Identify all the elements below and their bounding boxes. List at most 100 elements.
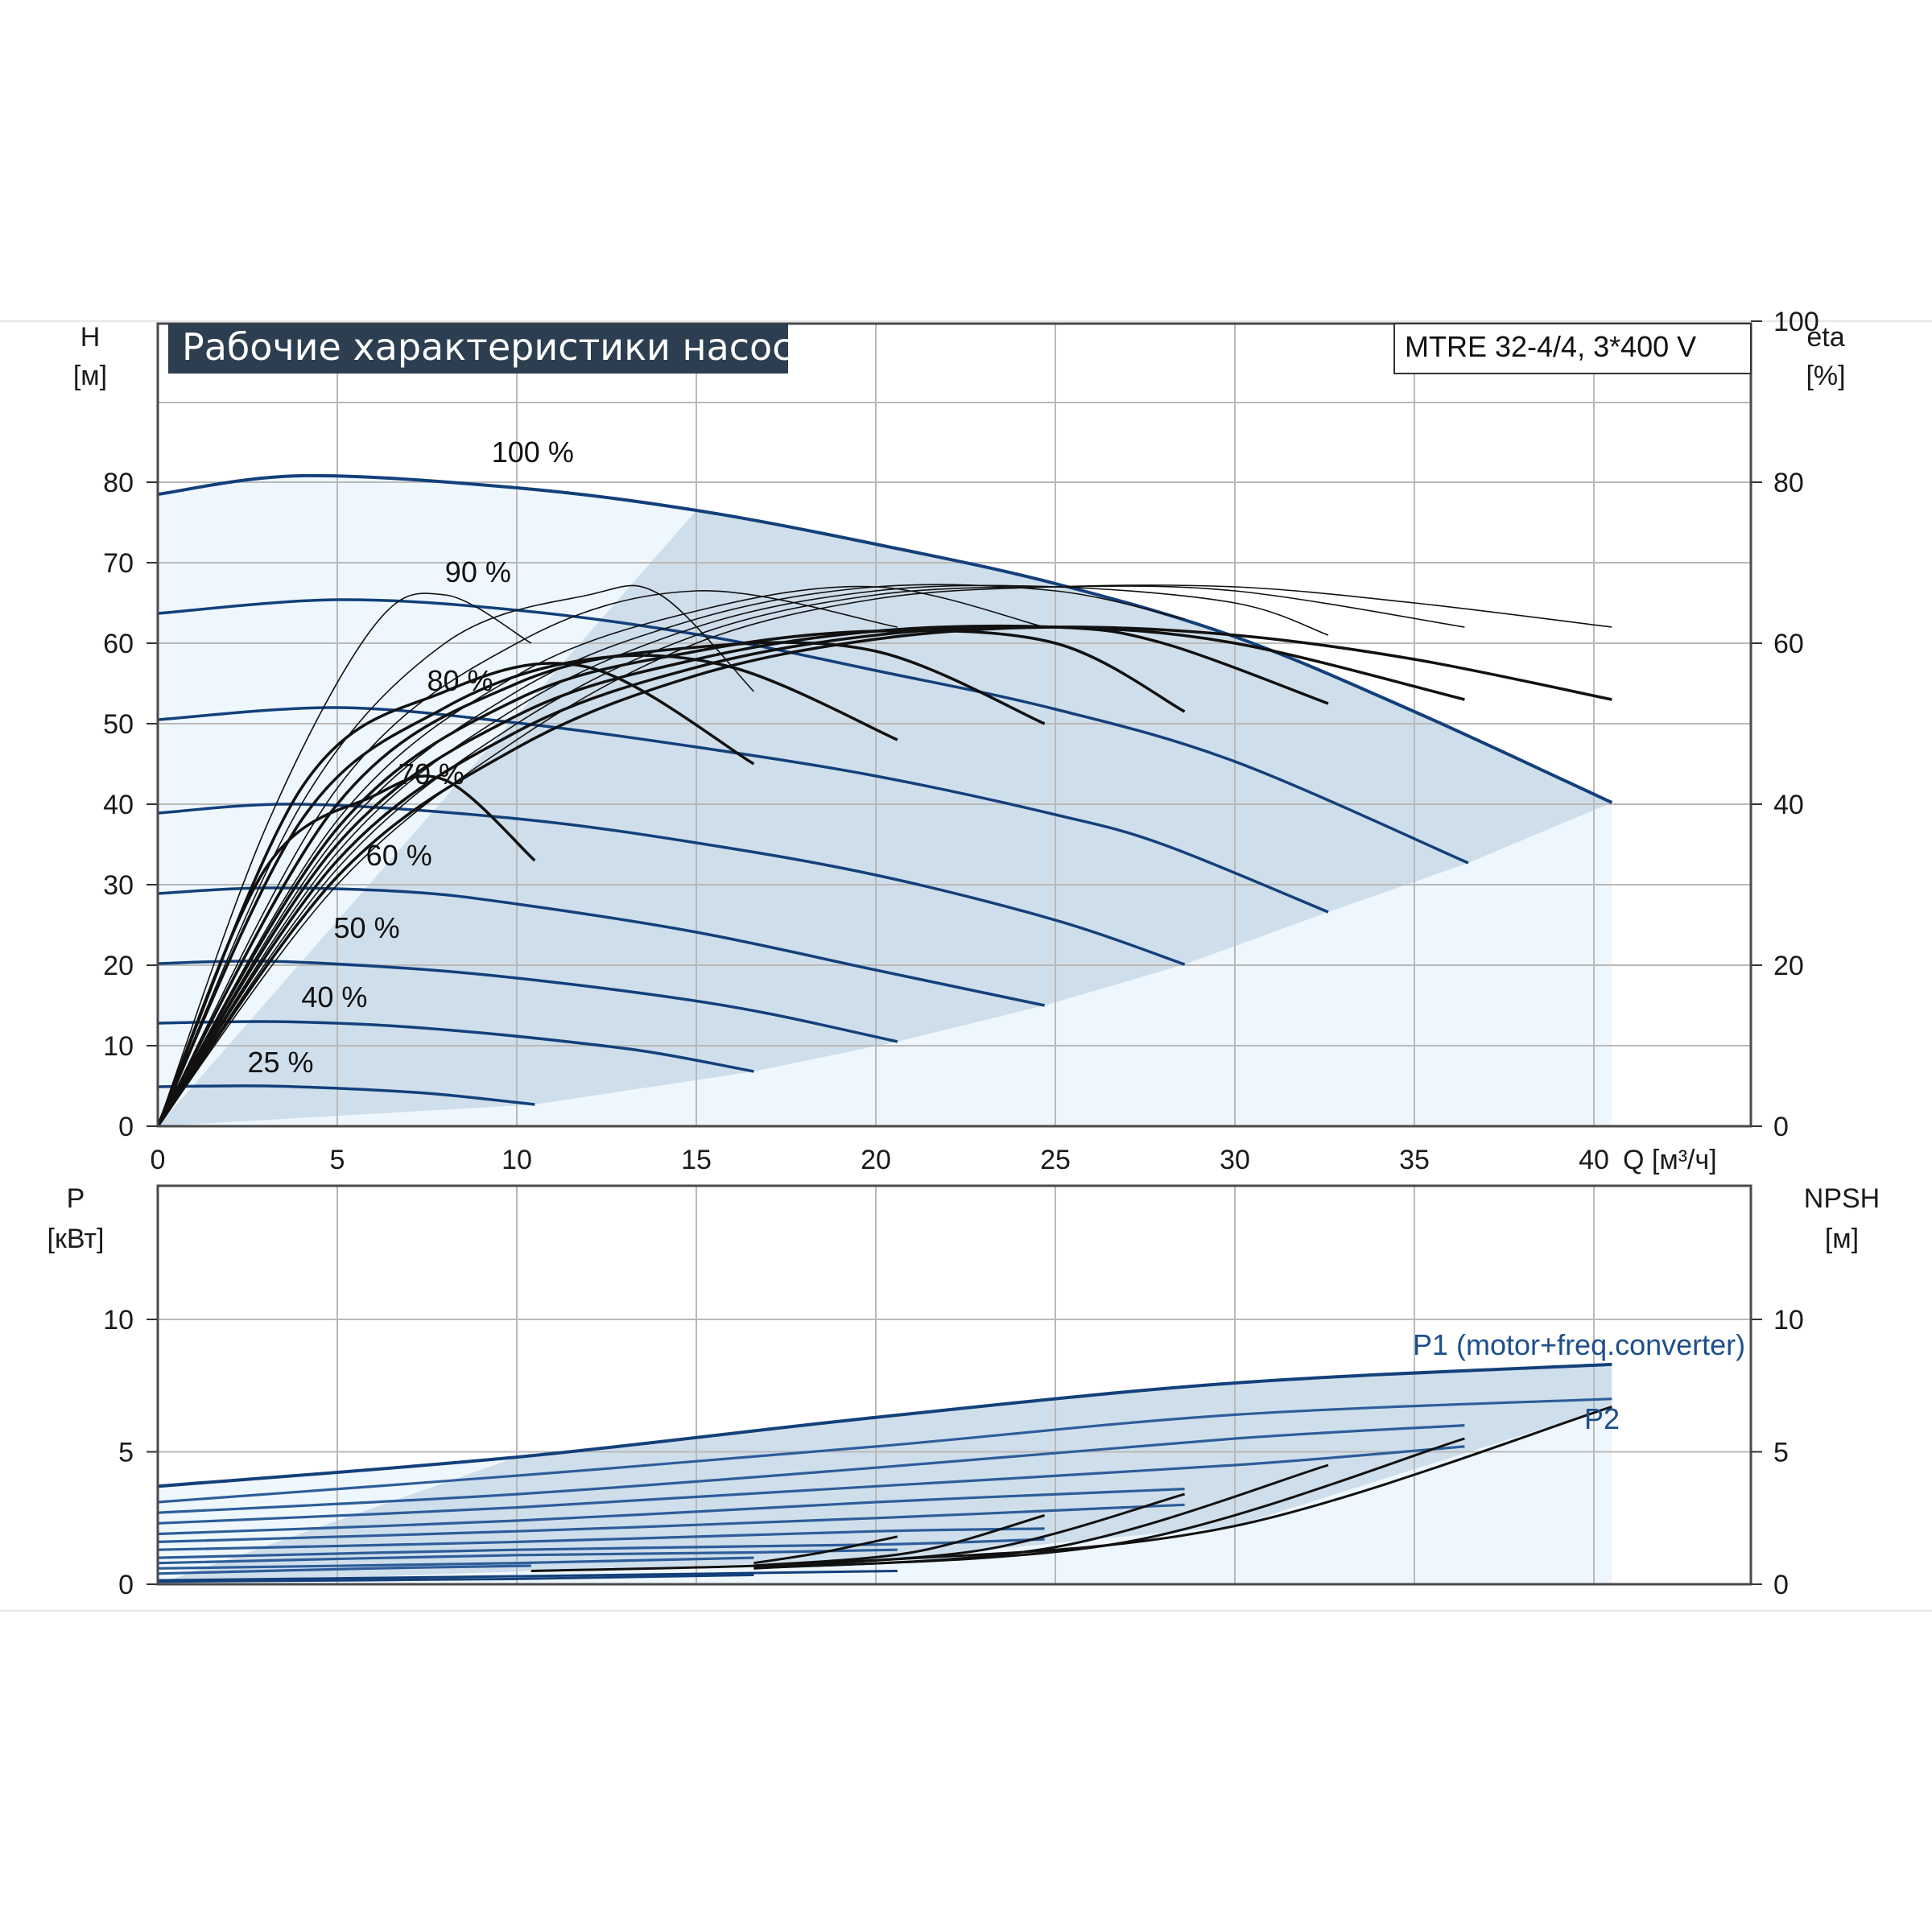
model-label-box xyxy=(1393,323,1752,374)
npsh-tick-label: 0 xyxy=(1773,1570,1789,1600)
p1-curve xyxy=(157,1556,754,1570)
power-y-axis-unit: [кВт] xyxy=(47,1224,105,1254)
efficiency-curve xyxy=(156,774,536,1127)
x-tick-label: 5 xyxy=(330,1145,345,1175)
p1-curve xyxy=(157,1527,1045,1551)
operating-range-area xyxy=(158,510,1612,1126)
power-tick-label: 5 xyxy=(118,1438,134,1468)
power-panel-frame xyxy=(156,1184,1752,1586)
efficiency-curve-thin xyxy=(157,584,1329,1127)
tick-labels: 0 5 10 15 20 25 30 35 40010203040506070800204060… xyxy=(103,307,1819,1600)
p1-curve xyxy=(157,1503,1185,1543)
p1-label: P1 (motor+freq.converter) xyxy=(1413,1328,1745,1361)
y-tick-label: 80 xyxy=(103,468,134,498)
y2-tick-label: 80 xyxy=(1773,468,1804,498)
y-tick-label: 20 xyxy=(103,951,134,981)
x-tick-label: 10 xyxy=(502,1145,532,1175)
npsh-tick-label: 5 xyxy=(1773,1438,1789,1468)
efficiency-curve xyxy=(156,624,1329,1127)
power-tick-label: 10 xyxy=(103,1305,134,1335)
head-curve xyxy=(157,706,1329,914)
power-tick-label: 0 xyxy=(118,1570,134,1600)
efficiency-curve xyxy=(156,625,1612,1128)
y2-axis-unit: [%] xyxy=(1806,361,1845,391)
y2-tick-label: 100 xyxy=(1773,307,1819,337)
curve-labels: 100 % 90 % 80 % 70 % 60 % 50 % 40 % 25 % xyxy=(248,436,574,1079)
speed-label: 50 % xyxy=(334,911,400,944)
efficiency-curve-thin xyxy=(157,590,898,1127)
speed-label: 90 % xyxy=(445,555,511,588)
p2-label: P2 xyxy=(1584,1402,1620,1435)
efficiency-curves xyxy=(156,584,1612,1128)
title-banner xyxy=(168,324,788,374)
y-tick-label: 50 xyxy=(103,709,134,740)
head-area-fill xyxy=(158,475,1612,1126)
efficiency-curve-thin xyxy=(157,584,1612,1127)
y2-axis-label: eta xyxy=(1806,322,1844,353)
speed-label: 100 % xyxy=(492,436,574,469)
efficiency-curve xyxy=(156,629,1186,1127)
y2-tick-label: 40 xyxy=(1773,790,1804,820)
power-area-fill xyxy=(158,1364,1612,1584)
power-range-area xyxy=(158,1364,1612,1584)
speed-label: 25 % xyxy=(248,1046,314,1079)
efficiency-curve-thin xyxy=(157,585,1465,1127)
x-tick-label: 30 xyxy=(1220,1145,1250,1175)
head-curve xyxy=(157,598,1469,865)
y2-tick-label: 20 xyxy=(1773,951,1804,981)
x-tick-label: 35 xyxy=(1399,1145,1430,1175)
p1-curve xyxy=(157,1397,1612,1504)
speed-label: 60 % xyxy=(366,839,432,872)
x-tick-label: 20 xyxy=(861,1145,891,1175)
p1-curve xyxy=(157,1362,1612,1488)
y-tick-label: 60 xyxy=(103,629,134,659)
efficiency-curve xyxy=(156,641,1046,1127)
p1-curve xyxy=(157,1445,1465,1525)
head-grid xyxy=(147,320,1762,1127)
y-tick-label: 70 xyxy=(103,548,134,579)
head-curve xyxy=(157,803,1186,966)
x-tick-label: 0 xyxy=(151,1145,166,1175)
efficiency-curve-thin xyxy=(157,592,532,1127)
head-panel-frame xyxy=(156,322,1752,1128)
efficiency-curve-thin xyxy=(157,584,754,1127)
npsh-axis-unit: [м] xyxy=(1825,1224,1859,1254)
power-curves xyxy=(157,1362,1612,1583)
head-curve xyxy=(157,1020,754,1073)
efficiency-curve-thin xyxy=(157,584,1185,1127)
head-curves xyxy=(157,473,1613,1106)
y-tick-label: 40 xyxy=(103,790,134,820)
y-tick-label: 0 xyxy=(118,1112,134,1142)
efficiency-curve xyxy=(156,654,898,1127)
speed-label: 80 % xyxy=(427,664,493,697)
p1-curve xyxy=(157,1424,1465,1514)
y2-tick-label: 60 xyxy=(1773,629,1804,659)
power-y-axis-label: P xyxy=(67,1183,85,1214)
head-curve xyxy=(157,473,1613,804)
p2-curve xyxy=(530,1406,1612,1572)
npsh-axis-label: NPSH xyxy=(1804,1183,1880,1214)
p1-curve xyxy=(157,1564,531,1575)
y-axis-label: H xyxy=(80,322,101,353)
y-axis-unit: [м] xyxy=(73,361,107,391)
model-label: MTRE 32-4/4, 3*400 V xyxy=(1405,330,1696,363)
efficiency-curve xyxy=(156,625,1465,1127)
x-tick-label: 25 xyxy=(1040,1145,1071,1175)
speed-label: 40 % xyxy=(301,980,367,1013)
chart-title: Рабочие характеристики насоса xyxy=(182,325,815,369)
p2-curve xyxy=(753,1535,898,1565)
x-axis-label: Q [м³/ч] xyxy=(1623,1145,1717,1175)
speed-label: 70 % xyxy=(398,758,464,791)
p-low-curve xyxy=(157,1574,754,1583)
y-tick-label: 30 xyxy=(103,870,134,901)
p-low-curve xyxy=(157,1570,898,1582)
p1-curve xyxy=(157,1548,898,1565)
head-curve xyxy=(157,960,898,1043)
y-tick-label: 10 xyxy=(103,1031,134,1062)
npsh-tick-label: 10 xyxy=(1773,1305,1804,1335)
x-tick-label: 40 xyxy=(1579,1145,1609,1175)
p1-curve xyxy=(157,1488,1185,1536)
head-curve xyxy=(157,1084,535,1106)
x-tick-label: 15 xyxy=(681,1145,712,1175)
